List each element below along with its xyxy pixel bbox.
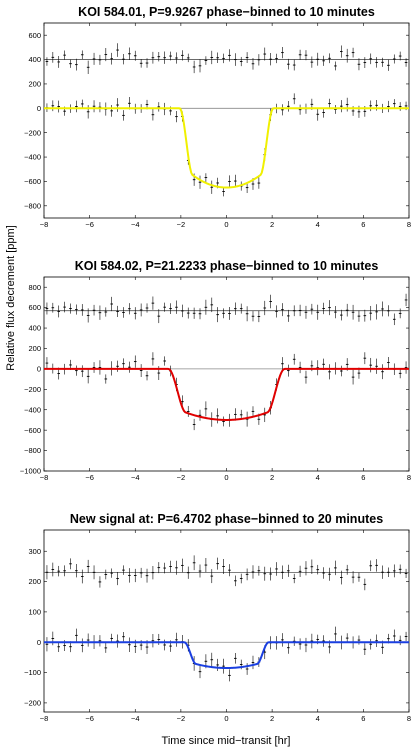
x-tick-label: 2 (270, 220, 274, 229)
y-tick-label: −1000 (20, 467, 41, 476)
y-tick-label: −800 (24, 446, 41, 455)
plot-frame (43, 276, 410, 472)
x-tick-label: −4 (131, 473, 140, 482)
x-axis-label: Time since mid−transit [hr] (162, 735, 291, 747)
x-tick-label: −2 (177, 714, 186, 723)
y-tick-label: −200 (24, 699, 41, 708)
x-tick-label: 6 (361, 220, 365, 229)
chart-panel-2: KOI 584.02, P=21.2233 phase−binned to 10… (20, 259, 411, 482)
x-tick-label: −2 (177, 220, 186, 229)
y-axis-label: Relative flux decrement [ppm] (5, 225, 17, 371)
chart-panel-1: KOI 584.01, P=9.9267 phase−binned to 10 … (24, 5, 411, 229)
y-tick-label: 600 (28, 31, 41, 40)
x-tick-label: 0 (224, 220, 228, 229)
y-tick-label: 100 (28, 608, 41, 617)
transit-model-curve (44, 641, 409, 670)
chart-panel-3: New signal at: P=6.4702 phase−binned to … (24, 512, 411, 723)
x-tick-label: 8 (407, 220, 411, 229)
y-tick-label: −100 (24, 668, 41, 677)
y-tick-label: 0 (37, 638, 41, 647)
y-tick-label: −400 (24, 405, 41, 414)
chart-title: KOI 584.02, P=21.2233 phase−binned to 10… (75, 259, 379, 273)
x-tick-label: 4 (316, 220, 320, 229)
y-tick-label: 400 (28, 324, 41, 333)
y-tick-label: −200 (24, 385, 41, 394)
x-tick-label: 0 (224, 473, 228, 482)
x-tick-label: −6 (85, 220, 94, 229)
transit-model-curve (44, 367, 409, 421)
y-tick-label: 200 (28, 344, 41, 353)
x-tick-label: 2 (270, 473, 274, 482)
y-tick-label: −800 (24, 201, 41, 210)
x-tick-label: −8 (40, 220, 49, 229)
x-tick-label: −6 (85, 473, 94, 482)
y-tick-label: −600 (24, 177, 41, 186)
x-tick-label: 6 (361, 714, 365, 723)
x-tick-label: −4 (131, 220, 140, 229)
y-tick-label: 400 (28, 55, 41, 64)
y-tick-label: 0 (37, 104, 41, 113)
x-tick-label: 2 (270, 714, 274, 723)
x-tick-label: 8 (407, 473, 411, 482)
chart-title: KOI 584.01, P=9.9267 phase−binned to 10 … (78, 5, 375, 19)
y-tick-label: 800 (28, 283, 41, 292)
y-tick-label: −600 (24, 426, 41, 435)
x-tick-label: 4 (316, 473, 320, 482)
plot-frame (43, 529, 410, 713)
x-tick-label: −4 (131, 714, 140, 723)
y-tick-label: 600 (28, 303, 41, 312)
y-tick-label: 200 (28, 577, 41, 586)
x-tick-label: −6 (85, 714, 94, 723)
transit-model-curve (44, 107, 409, 189)
x-tick-label: −8 (40, 473, 49, 482)
y-tick-label: −200 (24, 128, 41, 137)
y-tick-label: −400 (24, 153, 41, 162)
y-tick-label: 300 (28, 547, 41, 556)
y-tick-label: 200 (28, 80, 41, 89)
x-tick-label: 8 (407, 714, 411, 723)
x-tick-label: −2 (177, 473, 186, 482)
x-tick-label: 0 (224, 714, 228, 723)
x-tick-label: −8 (40, 714, 49, 723)
x-tick-label: 6 (361, 473, 365, 482)
x-tick-label: 4 (316, 714, 320, 723)
chart-title: New signal at: P=6.4702 phase−binned to … (70, 512, 383, 526)
y-tick-label: 0 (37, 364, 41, 373)
